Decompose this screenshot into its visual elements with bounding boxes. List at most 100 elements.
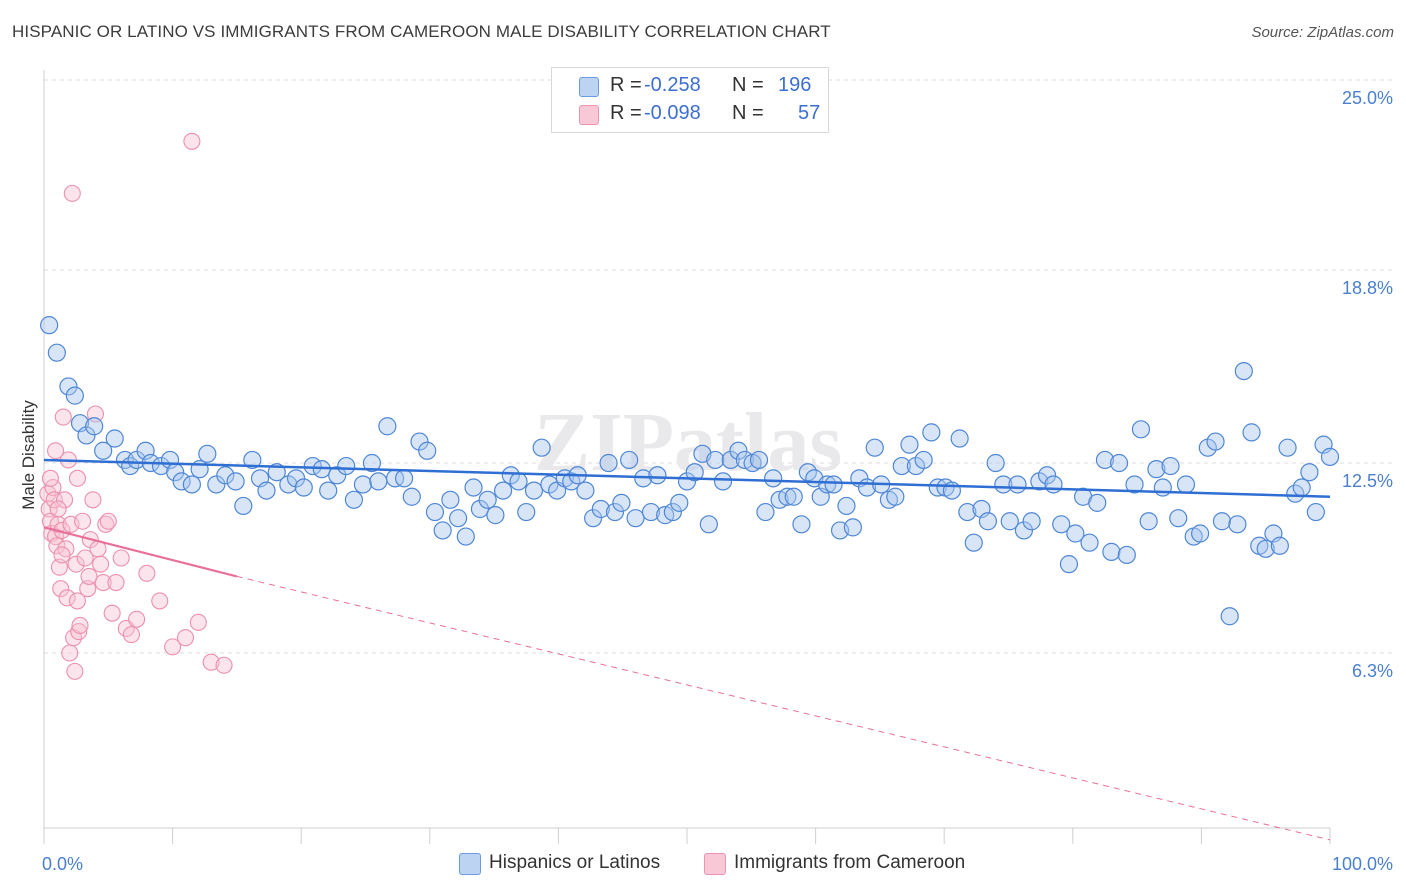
hispanic-point [1292, 478, 1311, 497]
cameroon-point [41, 469, 59, 487]
cameroon-point [164, 638, 182, 656]
axes [43, 70, 1331, 844]
hispanic-point [663, 502, 682, 522]
hispanic-point [448, 509, 468, 528]
hispanic-point [721, 450, 740, 470]
hispanic-point [77, 426, 96, 445]
hispanic-point [626, 509, 645, 528]
hispanic-point [532, 438, 551, 457]
cameroon-point [71, 616, 89, 634]
hispanic-point [685, 463, 704, 482]
cameroon-trend-extension [236, 575, 1331, 841]
hispanic-point [1256, 539, 1275, 558]
hispanic-point [1066, 524, 1085, 543]
hispanic-point [226, 472, 245, 491]
hispanic-point [1102, 542, 1121, 561]
cameroon-point [103, 604, 121, 622]
hispanic-point [1161, 456, 1180, 476]
cameroon-point [68, 469, 86, 487]
hispanic-point [792, 515, 811, 534]
legend-n-label: N = [732, 102, 764, 124]
hispanic-point [756, 502, 775, 522]
hispanic-point [713, 472, 733, 491]
cameroon-point [47, 442, 65, 460]
hispanic-point [699, 515, 718, 534]
hispanic-point [394, 469, 414, 488]
hispanic-point [319, 481, 338, 500]
hispanic-point [605, 502, 625, 522]
legend-n-label: N = [732, 74, 764, 96]
cameroon-point [79, 580, 97, 598]
hispanic-point [362, 453, 382, 473]
hispanic-point [40, 316, 59, 335]
bottom-legend-label-hispanic: Hispanics or Latinos [489, 852, 661, 873]
y-tick-label: 12.5% [1342, 471, 1393, 491]
hispanic-point [729, 441, 748, 460]
hispanic-point [378, 417, 397, 436]
hispanic-point [1212, 512, 1232, 531]
hispanic-point [964, 533, 983, 552]
hispanic-point [1052, 515, 1071, 534]
hispanic-point [369, 472, 388, 491]
hispanic-point [1080, 533, 1099, 552]
hispanic-point [1300, 463, 1319, 482]
hispanic-point [914, 450, 933, 470]
hispanic-point [470, 499, 490, 519]
trend-lines [43, 458, 1331, 841]
y-tick-label: 18.8% [1342, 278, 1393, 298]
hispanic-point [576, 481, 595, 500]
hispanic-point [886, 487, 905, 506]
cameroon-point [45, 491, 63, 509]
bottom-legend-swatch-cameroon [704, 853, 726, 875]
bottom-legend-label-cameroon: Immigrants from Cameroon [734, 852, 966, 873]
cameroon-point [74, 512, 92, 530]
hispanic-point [402, 487, 421, 506]
hispanic-point [59, 377, 78, 396]
hispanic-point [978, 512, 998, 531]
hispanic-point [441, 490, 460, 509]
hispanic-point [216, 466, 235, 485]
cameroon-point [138, 564, 156, 582]
cameroon-point [53, 546, 71, 564]
hispanic-point [1270, 536, 1289, 555]
hispanic-point [641, 502, 661, 522]
hispanic-point [843, 518, 862, 537]
hispanic-point [599, 453, 618, 473]
cameroon-point [58, 589, 76, 607]
hispanic-point [286, 469, 306, 488]
cameroon-point [112, 549, 130, 567]
hispanic-point [1125, 475, 1144, 494]
hispanic-point [85, 417, 104, 436]
hispanic-point [456, 527, 475, 546]
hispanic-point [1220, 607, 1239, 626]
hispanic-point [517, 502, 536, 522]
hispanic-point [1000, 512, 1019, 531]
hispanic-point [94, 441, 113, 460]
hispanic-point [433, 521, 452, 540]
hispanic-point [1320, 447, 1340, 466]
hispanic-point [1117, 545, 1136, 565]
hispanic-point [1109, 453, 1129, 473]
hispanic-point [900, 435, 919, 454]
hispanic-point [1044, 475, 1063, 494]
cameroon-point [99, 512, 117, 530]
hispanic-point [353, 475, 373, 494]
hispanic-point [1191, 524, 1210, 543]
hispanic-point [784, 487, 803, 506]
cameroon-point [76, 549, 94, 567]
hispanic-point [1037, 466, 1057, 485]
cameroon-point [176, 629, 195, 647]
cameroon-point [128, 610, 146, 628]
cameroon-point [183, 132, 201, 150]
hispanic-point [1306, 502, 1325, 522]
hispanic-point [1059, 555, 1079, 574]
hispanic-point [706, 450, 725, 470]
hispanic-point [591, 499, 610, 519]
hispanic-trend-line [43, 458, 1331, 498]
hispanic-point [584, 509, 603, 528]
hispanic-point [337, 456, 356, 476]
tick-labels: 6.3% 12.5% 18.8% 25.0% 0.0% 100.0% [42, 88, 1393, 874]
hispanic-point [478, 490, 497, 509]
hispanic-point [1278, 438, 1297, 457]
